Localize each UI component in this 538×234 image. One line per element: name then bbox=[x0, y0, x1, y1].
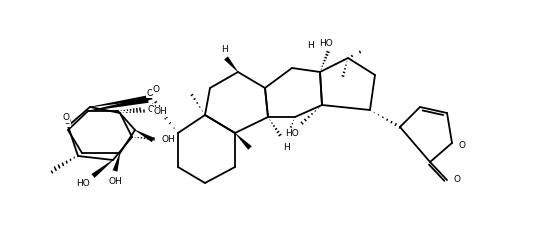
Text: OH: OH bbox=[108, 176, 122, 186]
Text: O: O bbox=[454, 176, 461, 184]
Polygon shape bbox=[112, 153, 121, 172]
Text: H: H bbox=[284, 143, 291, 151]
Polygon shape bbox=[90, 95, 152, 107]
Text: O: O bbox=[458, 142, 465, 150]
Text: O: O bbox=[62, 113, 69, 123]
Text: O: O bbox=[63, 117, 70, 127]
Text: O: O bbox=[146, 88, 153, 98]
Polygon shape bbox=[88, 97, 148, 111]
Text: OH: OH bbox=[153, 107, 167, 117]
Text: HO: HO bbox=[76, 179, 90, 189]
Text: OH: OH bbox=[148, 105, 162, 113]
Text: HO: HO bbox=[319, 40, 333, 48]
Text: H: H bbox=[221, 45, 228, 55]
Polygon shape bbox=[91, 160, 113, 178]
Text: O: O bbox=[152, 84, 159, 94]
Polygon shape bbox=[135, 130, 154, 142]
Text: H: H bbox=[307, 41, 314, 51]
Polygon shape bbox=[235, 133, 252, 150]
Text: OH: OH bbox=[162, 135, 176, 143]
Text: OH: OH bbox=[161, 138, 175, 146]
Polygon shape bbox=[224, 56, 238, 72]
Text: HO: HO bbox=[285, 128, 299, 138]
